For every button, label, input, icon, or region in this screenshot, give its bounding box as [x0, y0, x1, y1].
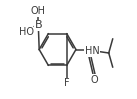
Text: HN: HN	[85, 46, 99, 56]
Text: OH: OH	[31, 6, 46, 16]
Text: HO: HO	[19, 27, 34, 37]
Text: F: F	[64, 78, 70, 88]
Text: O: O	[91, 75, 98, 85]
Text: B: B	[35, 20, 42, 30]
